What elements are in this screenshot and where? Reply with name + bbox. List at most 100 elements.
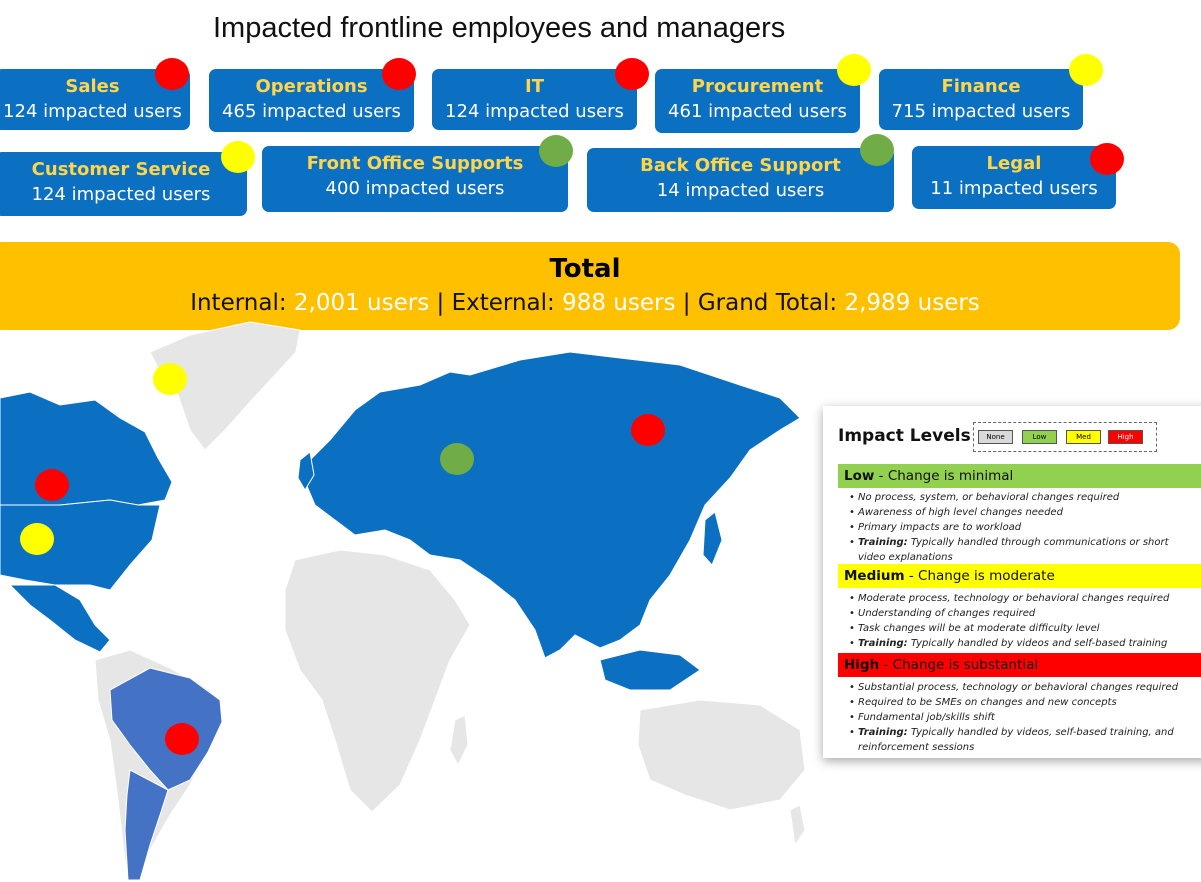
key-low: Low — [1022, 430, 1057, 444]
list-item: Fundamental job/skills shift — [849, 710, 1198, 725]
external-value: 988 users — [562, 290, 676, 316]
list-item: Task changes will be at moderate difficu… — [849, 621, 1198, 636]
level-low-name: Low — [844, 468, 875, 484]
marker-russia-west — [440, 443, 474, 475]
dept-card-back-office: Back Office Support 14 impacted users — [587, 148, 894, 212]
dept-card-finance: Finance 715 impacted users — [879, 69, 1083, 130]
map-usa — [0, 499, 161, 591]
level-low-list: No process, system, or behavioral change… — [849, 490, 1198, 565]
total-banner: Total Internal: 2,001 users | External: … — [0, 242, 1180, 330]
map-japan — [702, 511, 723, 566]
training-label: Training: — [858, 727, 908, 738]
list-item: Moderate process, technology or behavior… — [849, 591, 1198, 606]
impact-dot-procurement — [837, 54, 871, 86]
list-item: Training: Typically handled by videos, s… — [849, 725, 1198, 755]
dept-name: Front Office Supports — [306, 153, 524, 174]
dept-name: Sales — [65, 76, 120, 97]
list-item: Training: Typically handled through comm… — [849, 535, 1198, 565]
dept-name: Finance — [941, 76, 1021, 97]
dept-card-customer-service: Customer Service 124 impacted users — [0, 152, 247, 216]
training-text: Typically handled by videos, self-based … — [858, 727, 1174, 753]
map-new-zealand — [789, 804, 806, 847]
map-se-asia — [599, 649, 701, 691]
internal-label: Internal: — [190, 290, 287, 316]
impact-dot-operations — [382, 58, 416, 90]
map-uk — [297, 451, 315, 491]
impact-levels-panel: Impact Levels None Low Med High Low - Ch… — [823, 406, 1201, 758]
dept-name: Back Office Support — [640, 155, 841, 176]
list-item: Understanding of changes required — [849, 606, 1198, 621]
list-item: No process, system, or behavioral change… — [849, 490, 1198, 505]
dept-name: Customer Service — [31, 159, 211, 180]
level-high-bar: High - Change is substantial — [838, 653, 1201, 677]
external-label: External: — [451, 290, 555, 316]
dept-users: 400 impacted users — [325, 178, 505, 199]
marker-brazil — [165, 723, 199, 755]
world-map — [0, 321, 806, 882]
dept-users: 124 impacted users — [31, 184, 211, 205]
map-madagascar — [449, 714, 469, 767]
dept-card-it: IT 124 impacted users — [432, 69, 637, 130]
dept-name: Operations — [255, 76, 368, 97]
list-item: Training: Typically handled by videos an… — [849, 636, 1198, 651]
page-title: Impacted frontline employees and manager… — [213, 12, 786, 44]
list-item: Primary impacts are to workload — [849, 520, 1198, 535]
impact-dot-front-office — [539, 135, 573, 167]
marker-usa — [20, 523, 54, 555]
level-low-bar: Low - Change is minimal — [838, 464, 1201, 488]
dept-users: 124 impacted users — [3, 101, 182, 122]
dept-card-front-office: Front Office Supports 400 impacted users — [262, 146, 568, 212]
separator: | — [436, 290, 445, 316]
marker-canada — [35, 469, 69, 501]
impact-dot-sales — [155, 58, 189, 90]
marker-greenland — [153, 363, 187, 395]
dept-name: Legal — [986, 153, 1042, 174]
dept-name: IT — [525, 76, 544, 97]
dept-users: 14 impacted users — [656, 180, 825, 201]
impact-dot-customer-service — [221, 141, 255, 173]
impact-dot-finance — [1069, 54, 1103, 86]
level-low-desc: - Change is minimal — [878, 468, 1014, 484]
level-high-desc: - Change is substantial — [883, 657, 1039, 673]
internal-value: 2,001 users — [293, 290, 430, 316]
map-central-america — [8, 584, 111, 653]
key-high: High — [1108, 430, 1143, 444]
dept-users: 715 impacted users — [891, 101, 1071, 122]
dept-users: 461 impacted users — [668, 101, 847, 122]
impact-dot-back-office — [860, 134, 894, 166]
map-greenland — [149, 321, 301, 451]
dept-card-operations: Operations 465 impacted users — [209, 69, 414, 132]
key-none: None — [978, 430, 1013, 444]
map-argentina — [124, 769, 169, 881]
list-item: Substantial process, technology or behav… — [849, 680, 1198, 695]
training-text: Typically handled through communications… — [858, 537, 1169, 563]
list-item: Required to be SMEs on changes and new c… — [849, 695, 1198, 710]
map-africa — [284, 549, 471, 813]
map-canada — [0, 391, 173, 506]
separator: | — [682, 290, 691, 316]
level-high-list: Substantial process, technology or behav… — [849, 680, 1198, 755]
level-medium-bar: Medium - Change is moderate — [838, 564, 1201, 588]
total-summary: Internal: 2,001 users | External: 988 us… — [0, 290, 1180, 316]
map-australia — [637, 699, 806, 811]
dept-name: Procurement — [691, 76, 824, 97]
impact-dot-legal — [1090, 143, 1124, 175]
dept-users: 124 impacted users — [445, 101, 624, 122]
map-brazil — [109, 667, 223, 791]
training-label: Training: — [858, 537, 908, 548]
impact-dot-it — [615, 58, 649, 90]
level-medium-desc: - Change is moderate — [908, 568, 1055, 584]
legend-title: Impact Levels — [838, 426, 971, 446]
dept-card-legal: Legal 11 impacted users — [912, 146, 1116, 209]
dept-users: 11 impacted users — [930, 178, 1098, 199]
training-text: Typically handled by videos and self-bas… — [910, 638, 1168, 649]
dept-card-procurement: Procurement 461 impacted users — [655, 69, 860, 133]
training-label: Training: — [858, 638, 908, 649]
total-heading: Total — [549, 254, 621, 284]
grand-total-value: 2,989 users — [844, 290, 980, 316]
list-item: Awareness of high level changes needed — [849, 505, 1198, 520]
map-eurasia — [299, 351, 801, 659]
grand-total-label: Grand Total: — [697, 290, 838, 316]
key-med: Med — [1066, 430, 1101, 444]
marker-russia-east — [631, 414, 665, 446]
